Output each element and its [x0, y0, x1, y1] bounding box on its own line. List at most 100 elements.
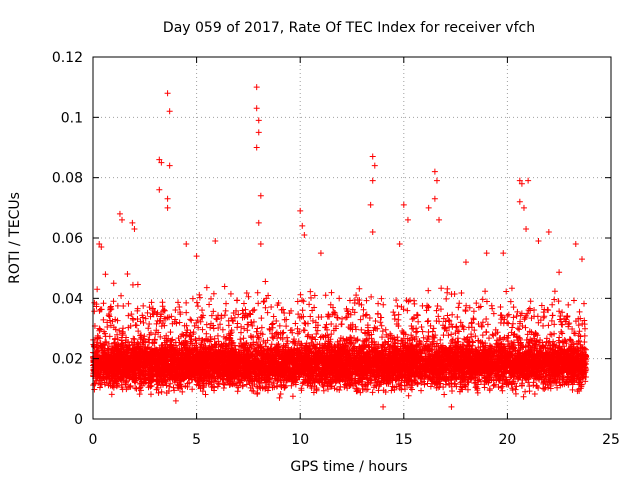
data-point — [347, 311, 354, 318]
data-point — [336, 295, 343, 302]
data-point — [441, 391, 448, 398]
data-point — [158, 388, 165, 395]
data-point — [375, 300, 382, 307]
data-point — [112, 326, 119, 333]
data-point — [215, 338, 222, 345]
data-point — [124, 271, 131, 278]
data-point — [424, 318, 431, 325]
data-point — [486, 335, 493, 342]
data-point — [353, 292, 360, 299]
data-point — [358, 326, 365, 333]
data-point — [237, 329, 244, 336]
data-point — [215, 324, 222, 331]
data-point — [363, 311, 370, 318]
data-point — [243, 289, 250, 296]
data-point — [307, 288, 314, 295]
data-point — [434, 303, 441, 310]
data-point — [258, 315, 265, 322]
data-point — [169, 336, 176, 343]
data-point — [196, 291, 203, 298]
data-point — [479, 332, 486, 339]
data-point — [475, 344, 482, 351]
data-point — [575, 322, 582, 329]
data-point — [484, 321, 491, 328]
data-point — [262, 304, 269, 311]
data-point — [408, 332, 415, 339]
data-point — [196, 294, 203, 301]
data-point — [510, 331, 517, 338]
data-point — [433, 384, 440, 391]
data-point — [459, 322, 466, 329]
data-point — [570, 297, 577, 304]
data-point — [379, 328, 386, 335]
data-point — [189, 386, 196, 393]
data-point — [208, 295, 215, 302]
data-point — [153, 320, 160, 327]
data-point — [330, 309, 337, 316]
data-point — [433, 317, 440, 324]
data-point — [273, 383, 280, 390]
data-point — [369, 389, 376, 396]
data-point — [221, 283, 228, 290]
data-point — [102, 330, 109, 337]
data-point — [97, 326, 104, 333]
data-point — [163, 382, 170, 389]
data-point — [239, 307, 246, 314]
data-point — [157, 333, 164, 340]
data-point — [106, 333, 113, 340]
data-point — [378, 322, 385, 329]
data-point — [111, 336, 118, 343]
data-point — [159, 299, 166, 306]
data-point — [427, 383, 434, 390]
data-point — [254, 325, 261, 332]
data-point — [522, 324, 529, 331]
data-point — [474, 389, 481, 396]
data-point — [108, 391, 115, 398]
chart-title: Day 059 of 2017, Rate Of TEC Index for r… — [163, 20, 535, 36]
data-point — [356, 300, 363, 307]
data-point — [220, 385, 227, 392]
data-point — [307, 313, 314, 320]
data-point — [270, 313, 277, 320]
data-points — [90, 84, 590, 410]
data-point — [380, 387, 387, 394]
data-point — [419, 328, 426, 335]
data-point — [545, 322, 552, 329]
data-point — [328, 320, 335, 327]
data-point — [100, 316, 107, 323]
data-point — [556, 334, 563, 341]
data-point — [259, 331, 266, 338]
data-point — [491, 381, 498, 388]
data-point — [482, 288, 489, 295]
data-point — [253, 339, 260, 346]
data-point — [457, 319, 464, 326]
data-point — [368, 293, 375, 300]
data-point — [227, 290, 234, 297]
data-point — [497, 304, 504, 311]
data-point — [319, 333, 325, 340]
data-point — [107, 322, 114, 329]
data-point — [516, 326, 523, 333]
data-point — [160, 306, 167, 313]
data-point — [489, 331, 496, 338]
data-point — [284, 338, 291, 345]
data-point — [561, 315, 568, 322]
data-point — [526, 383, 533, 390]
data-point — [264, 309, 271, 316]
data-point — [509, 324, 516, 331]
data-point — [323, 321, 330, 328]
data-point — [234, 297, 241, 304]
data-point — [360, 306, 367, 313]
data-point — [127, 322, 134, 329]
data-point — [261, 298, 268, 305]
data-point — [556, 308, 563, 315]
data-point — [466, 342, 473, 349]
data-point — [405, 392, 412, 399]
data-point — [91, 386, 98, 393]
data-point — [425, 317, 432, 324]
grid-lines — [93, 57, 611, 419]
data-point — [136, 391, 143, 398]
data-point — [195, 324, 202, 331]
data-point — [135, 328, 142, 335]
